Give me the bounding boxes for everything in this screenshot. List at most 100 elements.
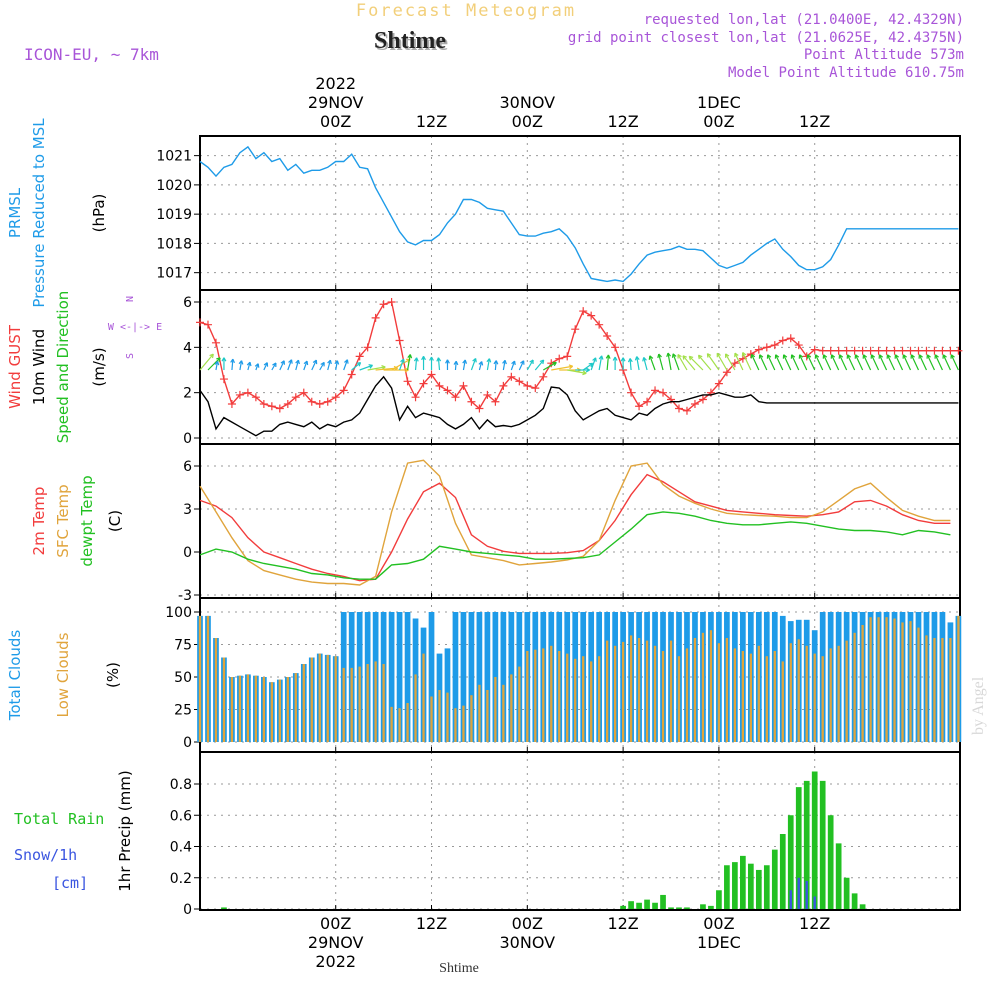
wind-vector xyxy=(414,357,418,371)
gust-marker xyxy=(483,390,492,399)
gust-marker xyxy=(714,379,723,388)
bar-total-clouds xyxy=(404,612,411,742)
wind-arrowhead xyxy=(368,364,373,369)
bottom-time-label: 29NOV xyxy=(308,933,364,952)
credit-watermark: by Angel xyxy=(970,676,987,735)
bar-low-clouds xyxy=(757,645,760,742)
gust-marker xyxy=(387,298,396,306)
bar-low-clouds xyxy=(246,674,250,742)
gust-marker xyxy=(459,381,468,390)
bar-low-clouds xyxy=(725,638,729,742)
wind-arrowhead xyxy=(782,354,788,359)
wind-vector xyxy=(271,362,277,371)
ytick-label-clouds: 100 xyxy=(165,605,192,621)
bar-low-clouds xyxy=(829,648,832,742)
bar-rain xyxy=(795,787,802,909)
bar-rain xyxy=(652,902,658,909)
wind-vector xyxy=(437,357,441,371)
bar-snow xyxy=(789,890,792,909)
wind-arrowhead xyxy=(429,356,434,361)
ytick-label-clouds: 50 xyxy=(174,670,192,686)
bar-low-clouds xyxy=(542,648,545,742)
bar-rain xyxy=(668,907,674,909)
wind-arrowhead xyxy=(716,352,721,358)
bar-rain xyxy=(851,893,858,909)
wind-vector xyxy=(406,354,411,371)
wind-vector xyxy=(399,358,405,371)
wind-vector xyxy=(910,354,920,371)
wind-vector xyxy=(682,355,696,371)
gust-marker xyxy=(930,346,939,355)
wind-arrowhead xyxy=(413,357,419,362)
bar-low-clouds xyxy=(909,621,912,742)
gust-marker xyxy=(794,341,803,350)
wind-vector xyxy=(494,360,497,371)
bar-low-clouds xyxy=(350,667,353,742)
panel-frame-wind xyxy=(199,289,961,445)
wind-vector xyxy=(783,354,792,371)
bar-low-clouds xyxy=(494,677,497,742)
ytick-label-precip: 0.6 xyxy=(170,808,192,824)
ylabel-temp: SFC Temp xyxy=(54,484,72,557)
gust-marker xyxy=(946,346,955,355)
wind-vector xyxy=(878,354,888,371)
gust-marker xyxy=(826,346,835,355)
legend-rain: Total Rain xyxy=(14,810,104,828)
bar-total-clouds xyxy=(460,612,467,742)
gust-marker xyxy=(643,397,652,406)
gust-marker xyxy=(786,334,795,343)
wind-arrowhead xyxy=(814,354,820,359)
gust-marker xyxy=(371,313,380,322)
panel-wind: 0 2 4 6 Wind GUST 10m Wind Speed and Direction… xyxy=(6,289,963,447)
wind-vector xyxy=(590,357,597,371)
bar-low-clouds xyxy=(454,708,457,742)
ytick-label-wind: 4 xyxy=(183,340,192,356)
wind-arrowhead xyxy=(592,357,597,362)
bar-total-clouds xyxy=(452,612,459,742)
bar-low-clouds xyxy=(933,638,936,742)
gust-marker xyxy=(259,400,268,408)
wind-vector xyxy=(791,354,800,371)
bar-rain xyxy=(644,899,650,909)
bar-low-clouds xyxy=(502,684,505,742)
wind-vector xyxy=(649,355,656,371)
wind-vector xyxy=(319,362,325,371)
wind-arrowhead xyxy=(421,356,426,361)
series-2m-temp xyxy=(199,473,951,582)
bar-low-clouds xyxy=(590,661,593,742)
gust-marker xyxy=(555,354,564,363)
wind-arrowhead xyxy=(642,357,647,362)
wind-vector xyxy=(311,359,317,371)
wind-arrowhead xyxy=(918,354,923,359)
bar-low-clouds xyxy=(925,635,928,742)
wind-arrowhead xyxy=(724,353,730,358)
ytick-label-clouds: 0 xyxy=(183,735,192,751)
gust-marker xyxy=(770,341,779,350)
bar-low-clouds xyxy=(390,706,393,742)
ylabel-precip: 1hr Precip (mm) xyxy=(116,770,134,891)
wind-arrowhead xyxy=(697,354,703,360)
bar-low-clouds xyxy=(949,638,952,742)
wind-vector xyxy=(942,354,951,371)
gust-marker xyxy=(682,406,691,415)
bottom-time-label: 2022 xyxy=(315,952,356,971)
ytick-label-precip: 0.2 xyxy=(170,871,192,887)
wind-vector xyxy=(470,358,477,371)
wind-vector xyxy=(606,354,610,371)
bar-low-clouds xyxy=(957,615,960,742)
bar-total-clouds xyxy=(476,612,483,742)
wind-vector xyxy=(199,353,214,371)
wind-arrowhead xyxy=(790,354,796,359)
gust-marker xyxy=(674,404,683,413)
bar-low-clouds xyxy=(478,684,481,742)
wind-arrowhead xyxy=(472,357,477,363)
bar-rain xyxy=(708,905,714,909)
bar-low-clouds xyxy=(566,653,569,742)
requested-coords: requested lon,lat (21.0400E, 42.4329N) xyxy=(644,12,964,28)
wind-vector xyxy=(775,354,784,371)
ytick-label-pressure: 1019 xyxy=(156,207,192,223)
bar-rain xyxy=(747,863,754,909)
bar-rain xyxy=(676,907,682,909)
wind-vector xyxy=(677,354,688,371)
bar-low-clouds xyxy=(254,675,258,742)
